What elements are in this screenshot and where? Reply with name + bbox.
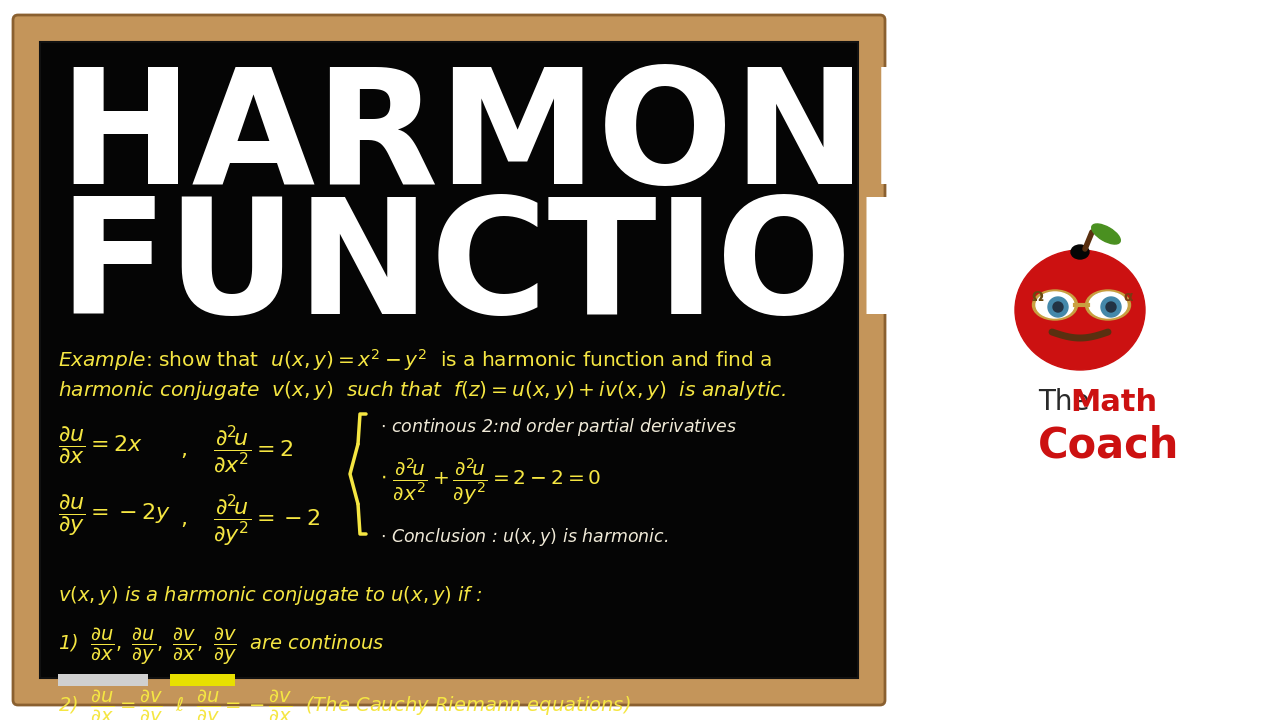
Text: $\cdot\ \dfrac{\partial^2\! u}{\partial x^2} + \dfrac{\partial^2\! u}{\partial y: $\cdot\ \dfrac{\partial^2\! u}{\partial … xyxy=(380,456,602,507)
Circle shape xyxy=(1053,302,1062,312)
Text: The: The xyxy=(1038,388,1098,416)
Circle shape xyxy=(1101,297,1121,317)
Bar xyxy=(170,674,236,686)
Text: Coach: Coach xyxy=(1038,425,1179,467)
Text: Ω: Ω xyxy=(1032,290,1043,304)
Circle shape xyxy=(1106,302,1116,312)
Ellipse shape xyxy=(1085,290,1130,320)
Text: $\cdot$ continous 2:nd order partial derivatives: $\cdot$ continous 2:nd order partial der… xyxy=(380,416,737,438)
Text: 2)  $\dfrac{\partial u}{\partial x} = \dfrac{\partial v}{\partial y}$  $\ell$  $: 2) $\dfrac{\partial u}{\partial x} = \df… xyxy=(58,688,631,720)
Text: $,\quad \dfrac{\partial^2\! u}{\partial y^2} = -2$: $,\quad \dfrac{\partial^2\! u}{\partial … xyxy=(180,492,320,549)
Text: harmonic conjugate  $v(x,y)$  such that  $f(z)= u(x,y) + iv(x,y)$  is analytic.: harmonic conjugate $v(x,y)$ such that $f… xyxy=(58,379,786,402)
Text: 1)  $\dfrac{\partial u}{\partial x},\ \dfrac{\partial u}{\partial y},\ \dfrac{\p: 1) $\dfrac{\partial u}{\partial x},\ \df… xyxy=(58,626,384,667)
Text: $\mathit{Example}$: show that  $u(x,y)= x^2-y^2$  is a harmonic function and fin: $\mathit{Example}$: show that $u(x,y)= x… xyxy=(58,347,772,373)
Text: $,\quad \dfrac{\partial^2\! u}{\partial x^2} = 2$: $,\quad \dfrac{\partial^2\! u}{\partial … xyxy=(180,424,293,477)
Ellipse shape xyxy=(1092,224,1120,244)
Ellipse shape xyxy=(1071,245,1089,259)
Text: $\dfrac{\partial u}{\partial y} = -2y$: $\dfrac{\partial u}{\partial y} = -2y$ xyxy=(58,492,170,538)
Text: α: α xyxy=(1124,290,1133,304)
Ellipse shape xyxy=(1033,290,1078,320)
FancyBboxPatch shape xyxy=(13,15,884,705)
Ellipse shape xyxy=(1036,292,1074,318)
Ellipse shape xyxy=(1015,250,1146,370)
Text: FUNCTIONS: FUNCTIONS xyxy=(58,192,1101,347)
Circle shape xyxy=(1048,297,1068,317)
Bar xyxy=(40,42,858,678)
Text: HARMONIC: HARMONIC xyxy=(58,62,1043,217)
Bar xyxy=(58,674,148,686)
Text: Math: Math xyxy=(1070,388,1157,417)
Text: $\dfrac{\partial u}{\partial x} = 2x$: $\dfrac{\partial u}{\partial x} = 2x$ xyxy=(58,424,143,466)
Text: $v(x,y)$ is a harmonic conjugate to $u(x,y)$ if :: $v(x,y)$ is a harmonic conjugate to $u(x… xyxy=(58,584,483,607)
Text: $\cdot$ Conclusion : $u(x,y)$ is harmonic.: $\cdot$ Conclusion : $u(x,y)$ is harmoni… xyxy=(380,526,668,548)
Ellipse shape xyxy=(1089,292,1126,318)
